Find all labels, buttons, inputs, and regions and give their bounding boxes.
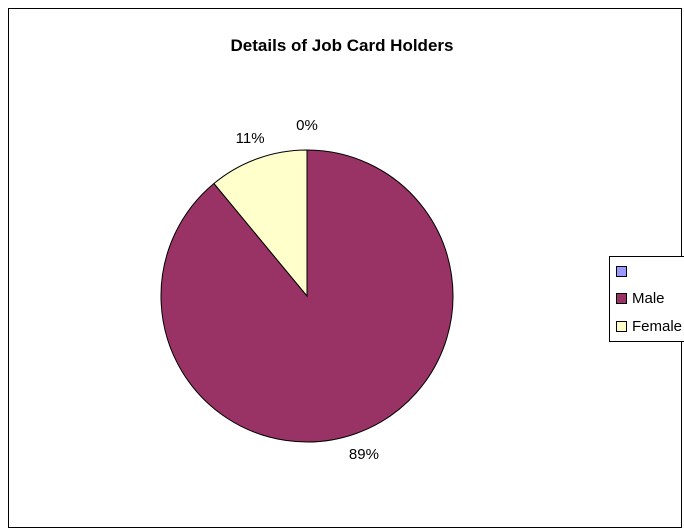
legend-item-blank <box>616 261 632 281</box>
legend-label-male: Male <box>632 289 665 307</box>
legend-item-male: Male <box>616 288 665 308</box>
legend: Male Female <box>609 256 684 342</box>
data-label-male: 89% <box>349 446 379 463</box>
pie-slice-female <box>213 149 308 298</box>
data-label-blank: 0% <box>296 117 318 134</box>
legend-swatch-female <box>616 320 627 332</box>
legend-label-female: Female <box>632 317 683 335</box>
legend-swatch-blank <box>616 265 627 277</box>
legend-item-female: Female <box>616 316 682 336</box>
pie-chart: 0% 89% 11% <box>160 117 454 463</box>
chart-title: Details of Job Card Holders <box>230 36 454 55</box>
legend-swatch-male <box>616 292 627 304</box>
data-label-female: 11% <box>236 130 265 147</box>
